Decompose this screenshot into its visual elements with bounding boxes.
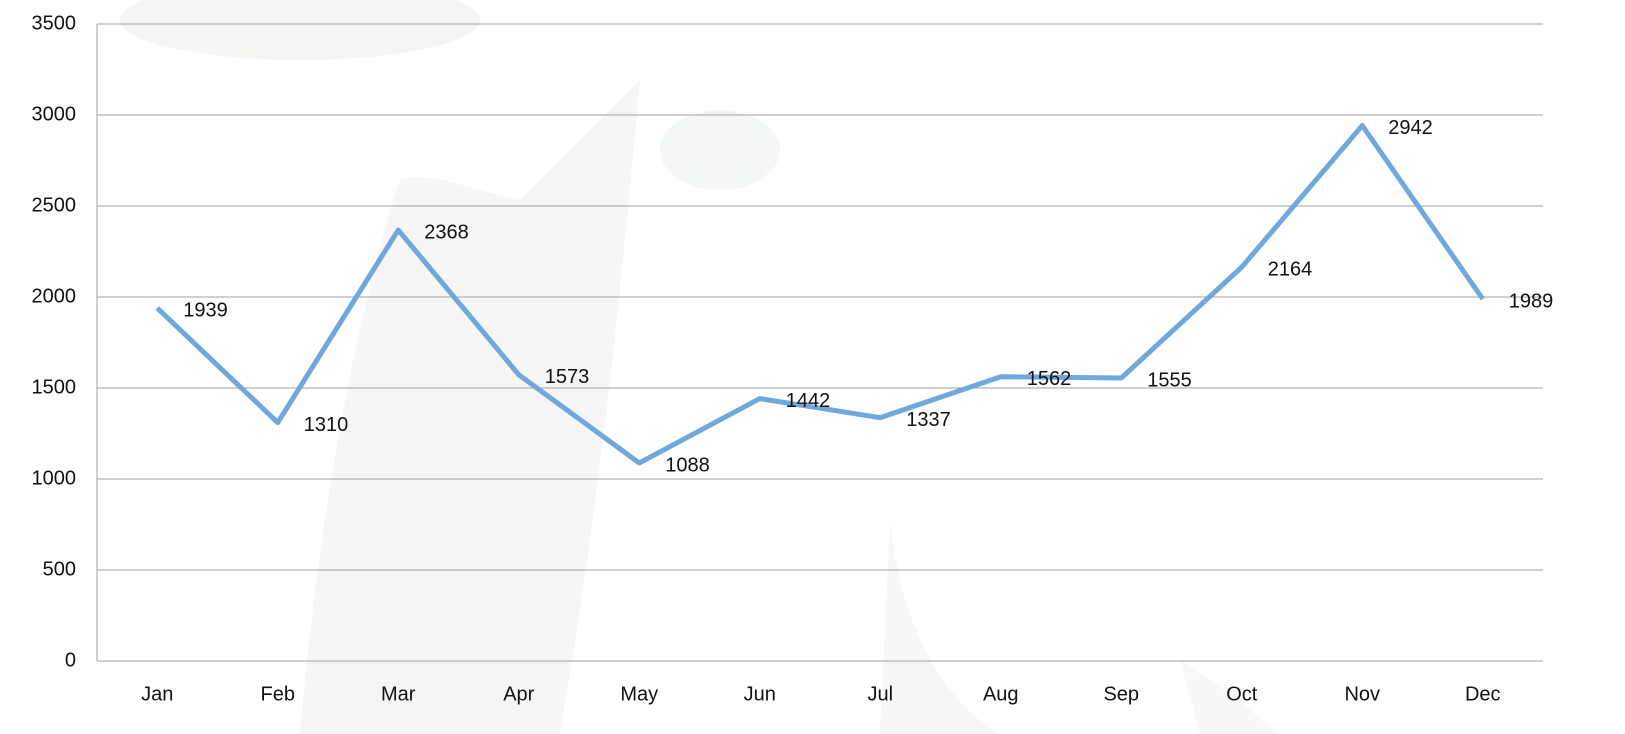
- data-label: 2164: [1268, 258, 1313, 280]
- x-tick-label: Nov: [1344, 683, 1380, 705]
- data-label: 2368: [424, 221, 469, 243]
- x-tick-label: May: [620, 683, 658, 705]
- x-tick-label: Dec: [1465, 683, 1501, 705]
- data-label: 1573: [545, 366, 590, 388]
- chart: 0 500 1000 1500 2000 2500 3000 3500 Jan Feb Mar Apr…: [0, 0, 1625, 734]
- foliage: [660, 110, 780, 190]
- page: 0 500 1000 1500 2000 2500 3000 3500 Jan Feb Mar Apr…: [0, 0, 1625, 734]
- y-tick-label: 0: [65, 649, 76, 671]
- data-label: 1989: [1509, 290, 1554, 312]
- y-tick-label: 2500: [32, 194, 77, 216]
- x-tick-label: Sep: [1103, 683, 1139, 705]
- data-label: 1562: [1027, 368, 1072, 390]
- y-tick-label: 500: [43, 558, 76, 580]
- data-label: 1442: [786, 390, 831, 412]
- tree-trunk: [300, 80, 640, 734]
- data-label: 1939: [183, 299, 228, 321]
- x-tick-label: Oct: [1226, 683, 1258, 705]
- x-tick-label: Mar: [381, 683, 416, 705]
- y-tick-label: 3500: [32, 12, 77, 34]
- x-tick-label: Jan: [141, 683, 173, 705]
- data-label: 1337: [906, 409, 951, 431]
- y-tick-label: 3000: [32, 103, 77, 125]
- x-tick-label: Feb: [261, 683, 295, 705]
- y-tick-label: 2000: [32, 285, 77, 307]
- foliage: [120, 0, 480, 60]
- data-label: 2942: [1388, 117, 1433, 139]
- data-label: 1310: [304, 414, 349, 436]
- x-tick-label: Jul: [867, 683, 893, 705]
- data-label: 1088: [665, 454, 710, 476]
- y-tick-label: 1500: [32, 376, 77, 398]
- background-art: [120, 0, 1280, 734]
- data-label: 1555: [1147, 369, 1192, 391]
- x-tick-label: Apr: [503, 683, 534, 705]
- y-tick-label: 1000: [32, 467, 77, 489]
- x-tick-label: Aug: [983, 683, 1019, 705]
- x-tick-label: Jun: [744, 683, 776, 705]
